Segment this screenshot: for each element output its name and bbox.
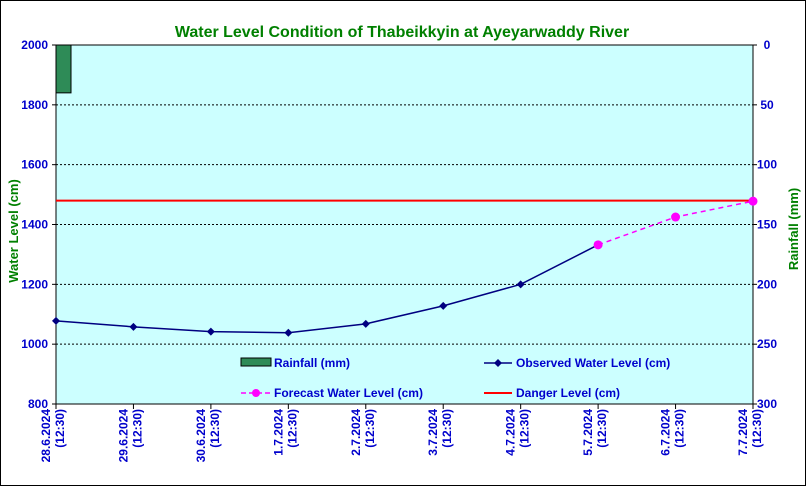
gridlines [56, 104, 753, 345]
x-tick-label-time: (12:30) [440, 409, 454, 448]
x-tick-label: 1.7.2024 [271, 409, 285, 456]
x-tick-label-time: (12:30) [595, 409, 609, 448]
x-tick-label-time: (12:30) [208, 409, 222, 448]
legend-label: Forecast Water Level (cm) [274, 386, 423, 400]
y2-tick-label: 300 [757, 397, 777, 411]
legend-label: Danger Level (cm) [516, 386, 620, 400]
legend-label: Rainfall (mm) [274, 356, 350, 370]
y-tick-label: 1800 [21, 98, 48, 112]
legend-marker-observed [494, 359, 502, 367]
x-tick-label: 5.7.2024 [581, 409, 595, 456]
y-tick-label: 1600 [21, 158, 48, 172]
x-tick-label: 28.6.2024 [39, 409, 53, 463]
x-tick-label: 6.7.2024 [659, 409, 673, 456]
axes: 800 1000 1200 1400 1600 1800 2000 0 50 100 150 200 2… [21, 38, 777, 462]
x-tick-label-time: (12:30) [673, 409, 687, 448]
observed-point [129, 322, 138, 331]
rainfall-bar [55, 44, 72, 94]
y-tick-label: 1000 [21, 337, 48, 351]
x-tick-label: 3.7.2024 [426, 409, 440, 456]
y-tick-label: 1200 [21, 277, 48, 291]
x-tick-label-time: (12:30) [363, 409, 377, 448]
x-tick-label: 4.7.2024 [504, 409, 518, 456]
legend: Rainfall (mm) Observed Water Level (cm) Fo… [240, 356, 670, 400]
x-tick-label-time: (12:30) [750, 409, 764, 448]
y2-tick-label: 50 [760, 98, 774, 112]
observed-point [516, 280, 525, 289]
forecast-point [748, 196, 758, 206]
x-tick-label-time: (12:30) [53, 409, 67, 448]
y2-axis-title: Rainfall (mm) [786, 188, 801, 270]
chart-title: Water Level Condition of Thabeikkyin at … [175, 24, 629, 41]
x-tick-label-time: (12:30) [130, 409, 144, 448]
x-tick-label-time: (12:30) [285, 409, 299, 448]
observed-point [206, 327, 215, 336]
x-tick-label-time: (12:30) [518, 409, 532, 448]
y2-tick-label: 200 [757, 277, 777, 291]
forecast-point [671, 212, 681, 222]
rainfall-bars [55, 44, 72, 94]
y-tick-label: 800 [28, 397, 48, 411]
x-tick-label: 7.7.2024 [736, 409, 750, 456]
y-tick-label: 1400 [21, 218, 48, 232]
observed-point [439, 301, 448, 310]
legend-marker-forecast [252, 389, 260, 397]
y2-tick-label: 150 [757, 218, 777, 232]
observed-water-level-line [55, 244, 599, 334]
x-tick-label: 2.7.2024 [349, 409, 363, 456]
observed-point [361, 319, 370, 328]
forecast-point [593, 240, 603, 250]
legend-label: Observed Water Level (cm) [516, 356, 670, 370]
x-tick-label: 29.6.2024 [116, 409, 130, 463]
y2-tick-label: 100 [757, 158, 777, 172]
series-lines [52, 196, 758, 337]
y-tick-label: 2000 [21, 38, 48, 52]
x-tick-label: 30.6.2024 [194, 409, 208, 463]
y2-tick-label: 0 [764, 38, 771, 52]
y2-tick-label: 250 [757, 337, 777, 351]
legend-swatch-rainfall [240, 357, 272, 367]
y-axis-title: Water Level (cm) [6, 179, 21, 283]
observed-point [52, 316, 60, 325]
observed-point [284, 328, 293, 337]
